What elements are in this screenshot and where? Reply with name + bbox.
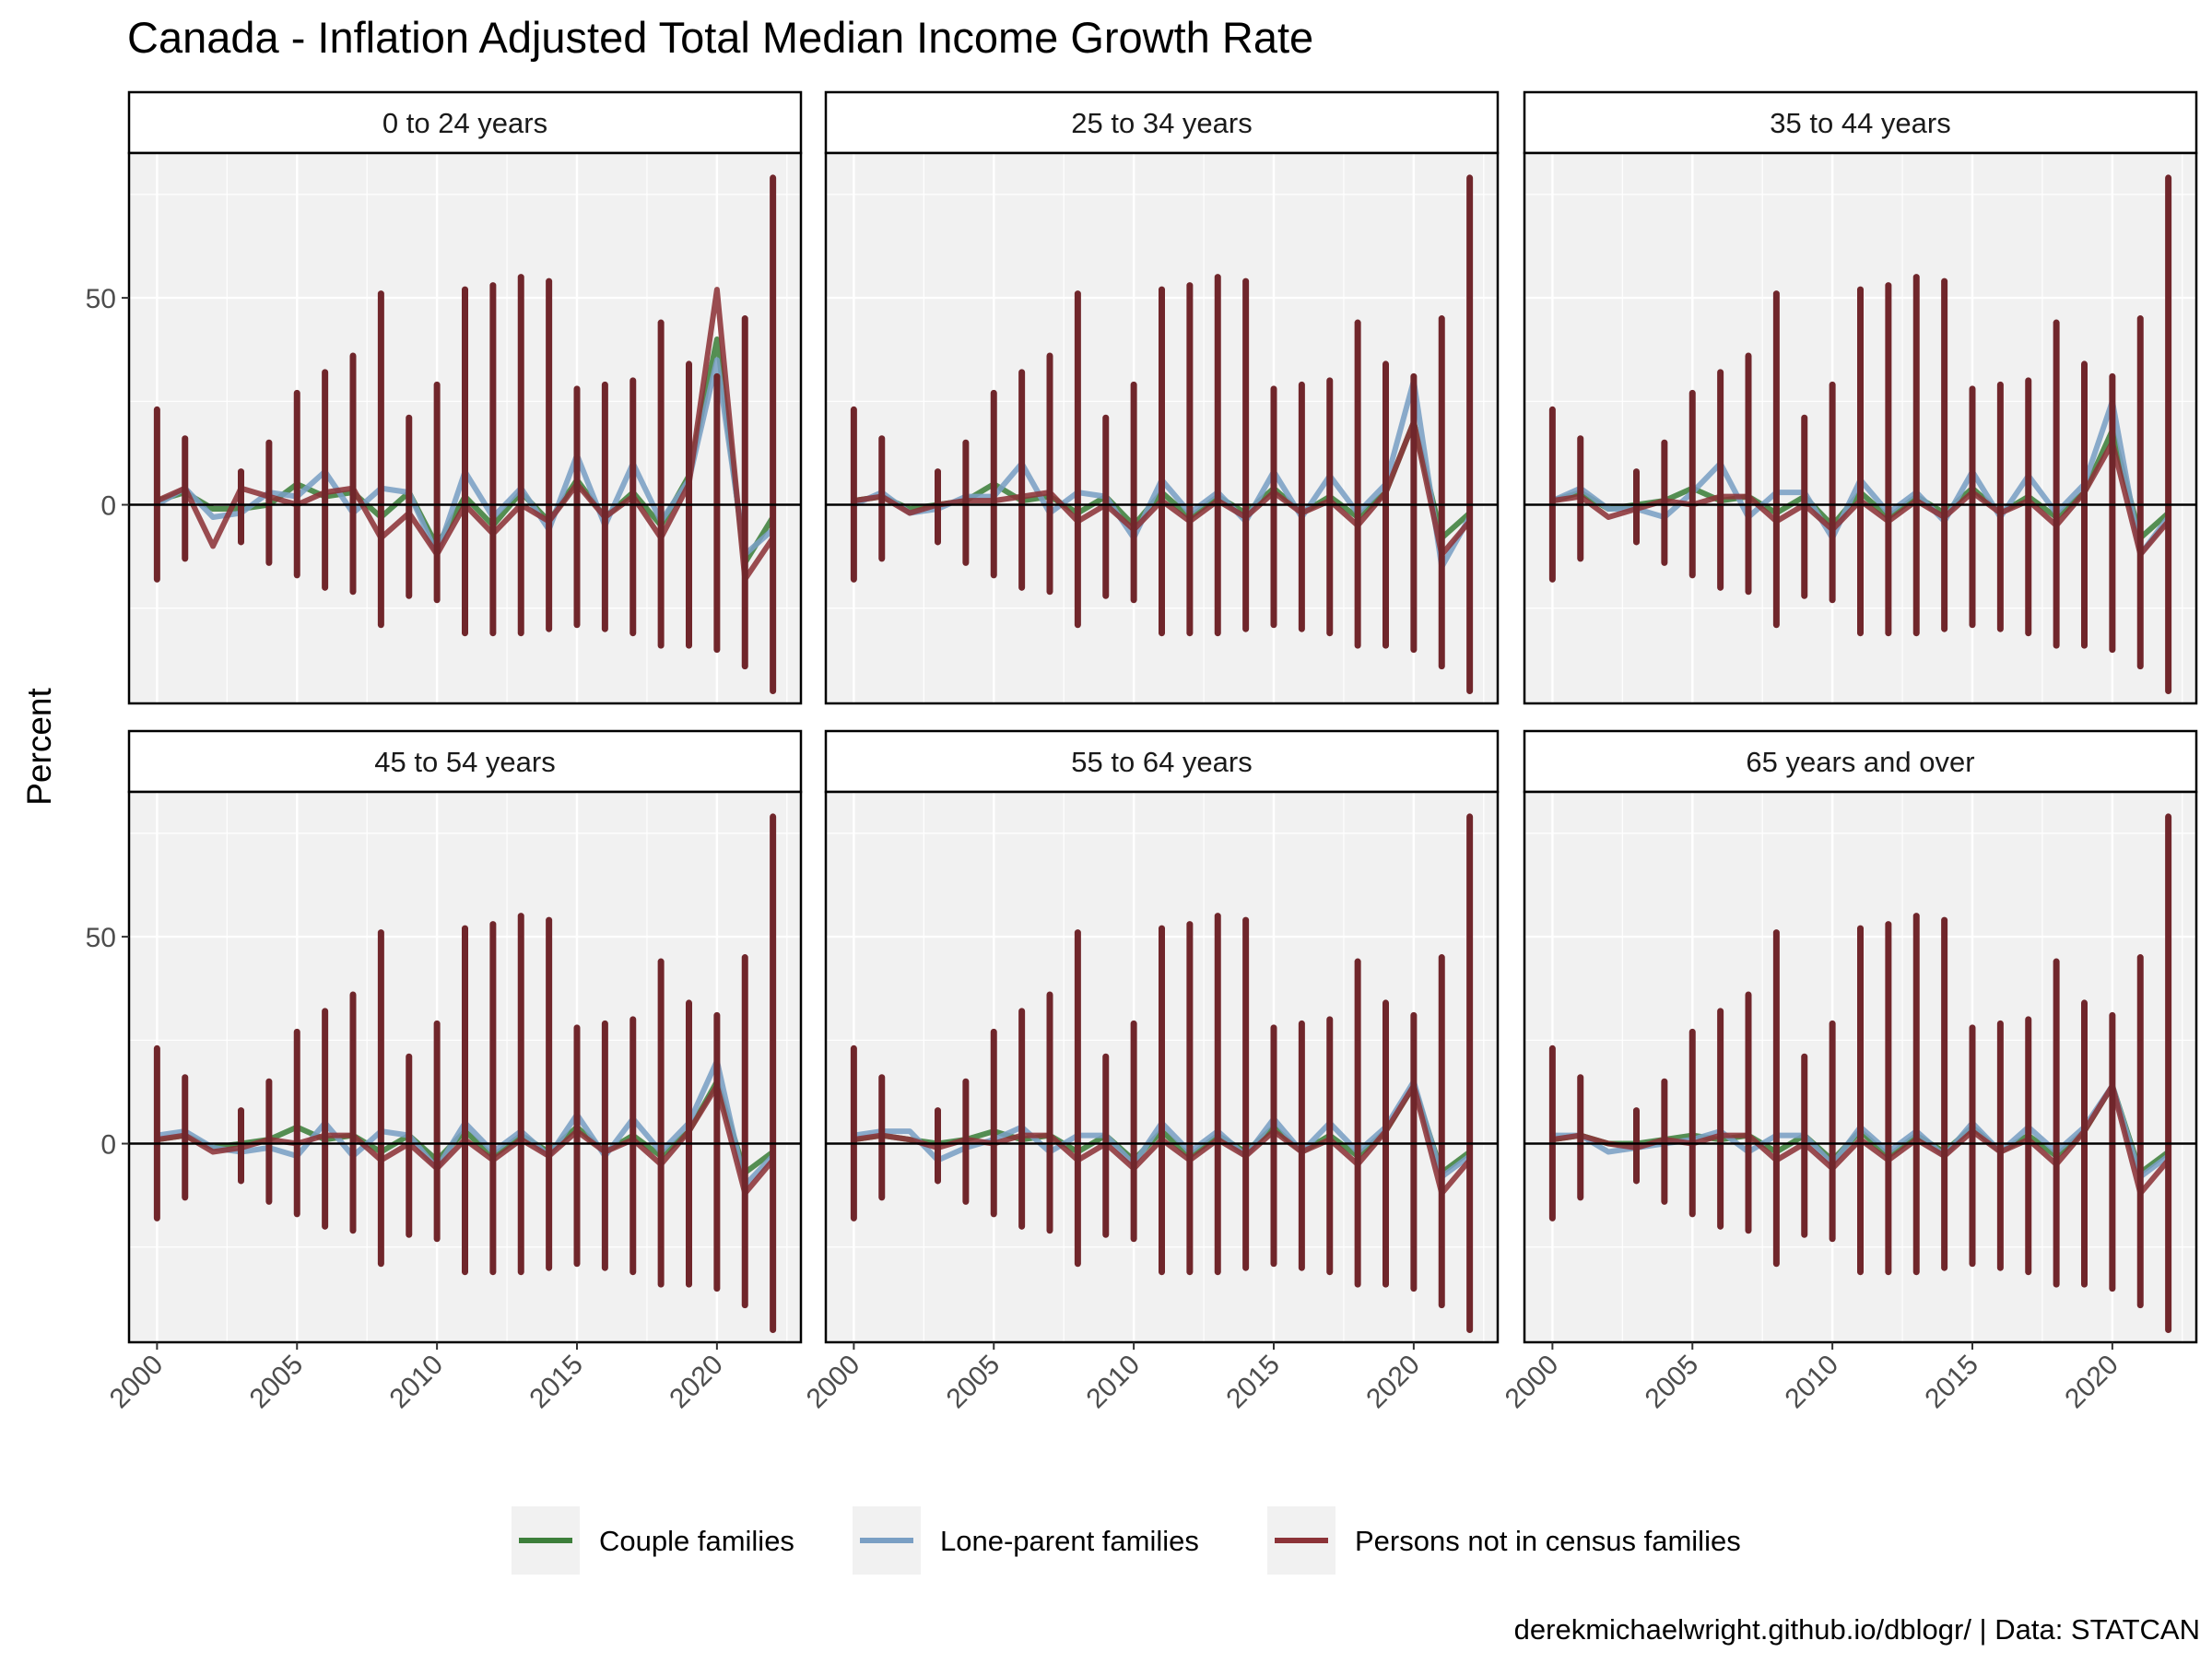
- legend-item: Couple families: [512, 1506, 794, 1575]
- panel-border: [1523, 790, 2198, 1344]
- facet-strip-label: 65 years and over: [1746, 746, 1974, 778]
- legend-label: Lone-parent families: [940, 1525, 1199, 1557]
- y-tick-label: 0: [100, 491, 116, 522]
- panel-border: [127, 151, 803, 705]
- panel-border: [824, 151, 1500, 705]
- y-tick-label: 0: [100, 1130, 116, 1161]
- facet-strip: [824, 90, 1500, 155]
- panel-border: [1523, 151, 2198, 705]
- y-axis-label: Percent: [20, 688, 58, 806]
- facet-strip: [824, 729, 1500, 794]
- facet-panel: 35 to 44 years: [1523, 90, 2198, 705]
- facet-strip-label: 35 to 44 years: [1770, 107, 1950, 139]
- facet-strip-label: 45 to 54 years: [374, 746, 555, 778]
- facet-panel: 25 to 34 years: [824, 90, 1500, 705]
- legend-label: Persons not in census families: [1355, 1525, 1741, 1557]
- chart-title: Canada - Inflation Adjusted Total Median…: [127, 13, 1313, 62]
- y-tick-label: 50: [86, 284, 116, 314]
- panel-border: [127, 790, 803, 1344]
- facet-strip-label: 25 to 34 years: [1071, 107, 1252, 139]
- facet-strip: [127, 90, 803, 155]
- legend-item: Persons not in census families: [1267, 1506, 1741, 1575]
- y-tick-label: 50: [86, 923, 116, 953]
- facet-strip-label: 55 to 64 years: [1071, 746, 1252, 778]
- facet-panel: 0 to 24 years 0 50: [86, 90, 803, 705]
- facet-panels: 0 to 24 years 0 50 25 to 34 years 35 to 44 y…: [86, 90, 2198, 1414]
- legend: Couple families Lone-parent families Perso…: [512, 1506, 1741, 1575]
- panel-border: [824, 790, 1500, 1344]
- facet-strip-label: 0 to 24 years: [382, 107, 547, 139]
- legend-label: Couple families: [599, 1525, 794, 1557]
- legend-item: Lone-parent families: [853, 1506, 1199, 1575]
- chart-caption: derekmichaelwright.github.io/dblogr/ | D…: [1514, 1613, 2200, 1646]
